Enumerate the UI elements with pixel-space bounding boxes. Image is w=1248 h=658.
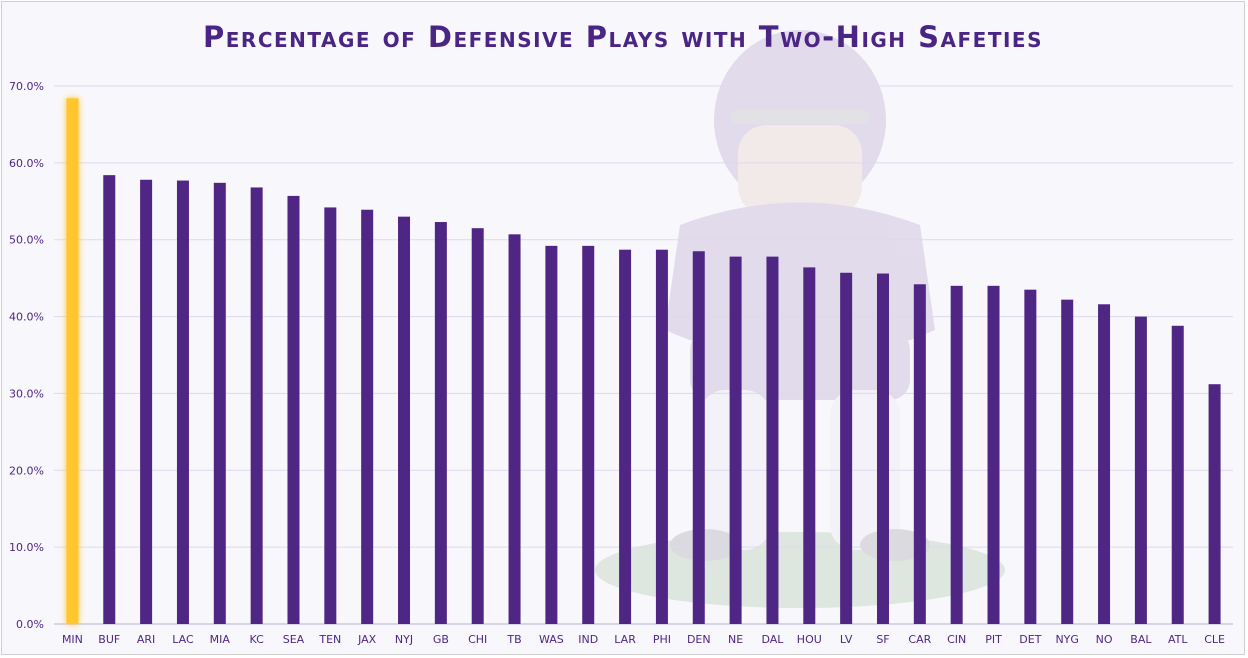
x-tick-label: CAR: [908, 633, 931, 646]
y-axis: 0.0% 10.0% 20.0% 30.0% 40.0% 50.0% 60.0% 70.0%: [9, 80, 44, 631]
x-tick-label: IND: [578, 633, 598, 646]
x-tick-label: SEA: [283, 633, 305, 646]
y-tick-label: 10.0%: [9, 541, 44, 554]
y-tick-label: 50.0%: [9, 234, 44, 247]
bar-cin: [950, 285, 963, 624]
x-tick-label: ATL: [1168, 633, 1188, 646]
x-tick-label: NYJ: [395, 633, 413, 646]
bar-no: [1098, 304, 1111, 624]
y-tick-label: 60.0%: [9, 157, 44, 170]
bar-nyj: [398, 216, 411, 624]
x-tick-label: DEN: [687, 633, 711, 646]
bar-hou: [803, 267, 816, 624]
x-tick-label: JAX: [357, 633, 377, 646]
bar-lac: [176, 180, 189, 624]
bar-gb: [434, 222, 447, 624]
x-tick-label: HOU: [797, 633, 822, 646]
bar-sf: [876, 273, 889, 624]
x-tick-label: WAS: [539, 633, 564, 646]
bar-dal: [766, 256, 779, 624]
x-tick-label: BUF: [98, 633, 120, 646]
bar-den: [692, 251, 705, 624]
bar-jax: [361, 209, 374, 625]
bar-min: [66, 98, 79, 625]
y-tick-label: 40.0%: [9, 311, 44, 324]
x-tick-label: NO: [1096, 633, 1113, 646]
x-tick-label: MIA: [210, 633, 231, 646]
bar-lar: [619, 249, 632, 624]
x-tick-label: PHI: [653, 633, 671, 646]
bar-tb: [508, 234, 521, 624]
x-tick-label: NE: [728, 633, 743, 646]
bars: [66, 98, 1221, 625]
chart-title: Percentage of Defensive Plays with Two-H…: [203, 20, 1043, 54]
x-tick-label: BAL: [1130, 633, 1152, 646]
x-tick-label: LAR: [614, 633, 636, 646]
x-tick-label: TB: [506, 633, 521, 646]
x-tick-label: CIN: [947, 633, 966, 646]
x-tick-label: CHI: [468, 633, 487, 646]
bar-sea: [287, 195, 300, 625]
bar-det: [1024, 289, 1037, 624]
y-tick-label: 30.0%: [9, 387, 44, 400]
bar-car: [913, 284, 926, 624]
y-tick-label: 70.0%: [9, 80, 44, 93]
x-tick-label: NYG: [1055, 633, 1078, 646]
x-tick-label: DET: [1019, 633, 1041, 646]
bar-mia: [213, 182, 226, 624]
x-tick-label: SF: [876, 633, 889, 646]
x-tick-label: MIN: [62, 633, 83, 646]
bar-bal: [1134, 316, 1147, 624]
x-tick-label: ARI: [137, 633, 155, 646]
x-tick-label: GB: [433, 633, 449, 646]
x-tick-label: CLE: [1204, 633, 1225, 646]
bar-nyg: [1061, 299, 1074, 624]
bar-ne: [729, 256, 742, 624]
x-tick-label: PIT: [985, 633, 1002, 646]
bar-kc: [250, 187, 263, 625]
bar-phi: [655, 249, 668, 624]
bar-lv: [840, 272, 853, 624]
gridlines: [54, 85, 1233, 625]
bar-pit: [987, 285, 1000, 624]
y-tick-label: 0.0%: [16, 618, 44, 631]
x-tick-label: TEN: [318, 633, 341, 646]
x-tick-label: LAC: [172, 633, 194, 646]
x-tick-label: DAL: [761, 633, 784, 646]
bar-chi: [471, 228, 484, 624]
y-tick-label: 20.0%: [9, 464, 44, 477]
bar-atl: [1171, 325, 1184, 624]
x-tick-label: LV: [840, 633, 853, 646]
bar-ten: [324, 207, 337, 625]
x-axis: MIN BUF ARI LAC MIA KC SEA TEN JAX NYJ GB CHI TB WAS I…: [62, 633, 1225, 646]
bar-was: [545, 245, 558, 624]
bar-buf: [103, 175, 116, 624]
bar-ari: [140, 179, 153, 624]
bar-cle: [1208, 384, 1221, 624]
x-tick-label: KC: [249, 633, 264, 646]
bar-ind: [582, 245, 595, 624]
